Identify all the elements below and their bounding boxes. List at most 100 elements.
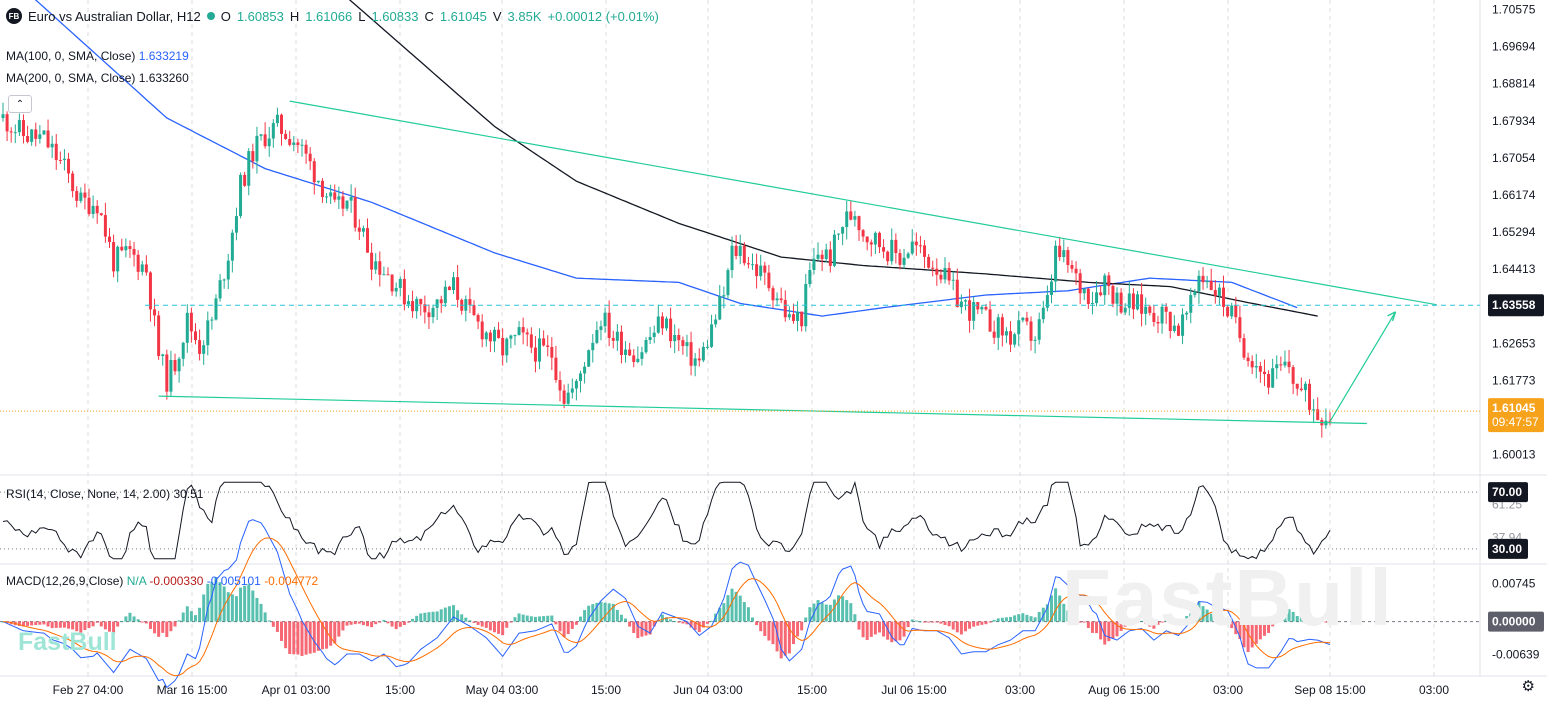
macd-histogram-bar <box>800 621 804 631</box>
candle <box>853 216 857 220</box>
candle <box>210 319 214 321</box>
candle <box>165 354 169 392</box>
time-tick-label: Jul 06 15:00 <box>881 683 947 697</box>
macd-histogram-bar <box>890 621 894 643</box>
candle <box>292 142 296 145</box>
rsi-band-badge <box>1488 482 1528 503</box>
candle <box>177 358 181 372</box>
collapse-legend-button[interactable]: ⌃ <box>8 95 32 113</box>
macd-histogram-bar <box>693 621 697 630</box>
low-value: 1.60833 <box>371 8 419 24</box>
candle <box>730 245 734 271</box>
macd-histogram-bar <box>497 621 501 634</box>
time-tick-label: 03:00 <box>1213 683 1243 697</box>
candle <box>1136 294 1140 310</box>
macd-histogram-bar <box>1090 621 1094 633</box>
candle <box>161 354 165 357</box>
candle <box>316 180 320 183</box>
candle <box>755 264 759 277</box>
macd-histogram-bar <box>202 594 206 622</box>
candle <box>771 288 775 301</box>
candle <box>644 340 648 353</box>
gear-icon[interactable]: ⚙ <box>1521 678 1535 695</box>
candle <box>378 261 382 275</box>
macd-histogram-bar <box>26 621 30 626</box>
ma100-legend[interactable]: MA(100, 0, SMA, Close) 1.633219 <box>6 49 189 63</box>
macd-histogram-bar <box>607 603 611 622</box>
candle <box>226 260 230 280</box>
candle <box>931 267 935 269</box>
macd-histogram-bar <box>468 620 472 622</box>
candle <box>1082 288 1086 294</box>
candle <box>538 338 542 362</box>
macd-histogram-bar <box>775 621 779 652</box>
macd-histogram-bar <box>943 621 947 626</box>
macd-histogram-bar <box>963 621 967 632</box>
candle <box>1250 361 1254 368</box>
macd-histogram-bar <box>1156 621 1160 625</box>
candle <box>636 358 640 362</box>
candle <box>456 277 460 300</box>
candle <box>681 340 685 347</box>
candle <box>255 135 259 162</box>
ma200-legend[interactable]: MA(200, 0, SMA, Close) 1.633260 <box>6 71 189 85</box>
macd-histogram-bar <box>103 621 107 630</box>
high-value: 1.61066 <box>305 8 353 24</box>
macd-histogram-bar <box>705 621 709 624</box>
macd-histogram-bar <box>480 621 484 627</box>
macd-histogram-bar <box>869 621 873 637</box>
candle <box>325 196 329 198</box>
macd-histogram-bar <box>980 621 984 625</box>
rsi-legend[interactable]: RSI(14, Close, None, 14, 2.00) 30.51 <box>6 487 203 501</box>
macd-histogram-bar <box>325 621 329 649</box>
current-price-label: 1.61045 <box>1492 401 1536 415</box>
macd-histogram-bar <box>558 621 562 632</box>
candle <box>1226 306 1230 317</box>
macd-histogram-bar <box>316 621 320 651</box>
candle <box>1213 290 1217 296</box>
macd-histogram-bar <box>1287 609 1291 622</box>
candle <box>112 242 116 272</box>
candle <box>603 312 607 327</box>
candle <box>1033 339 1037 341</box>
macd-histogram-bar <box>873 621 877 635</box>
candle <box>787 314 791 318</box>
candle <box>517 327 521 336</box>
candle <box>1119 292 1123 313</box>
macd-histogram-bar <box>1054 588 1058 622</box>
candle <box>1242 338 1246 358</box>
macd-histogram-bar <box>1176 621 1180 624</box>
macd-histogram-bar <box>345 621 349 626</box>
candle <box>1246 357 1250 362</box>
time-tick-label: 03:00 <box>1005 683 1035 697</box>
symbol-title[interactable]: Euro vs Australian Dollar, H12 <box>28 8 201 24</box>
macd-histogram-bar <box>1222 620 1226 622</box>
macd-histogram-bar <box>206 583 210 622</box>
candle <box>939 274 943 280</box>
candle <box>1160 306 1164 324</box>
candle <box>107 236 111 243</box>
candle <box>79 192 83 201</box>
macd-histogram-bar <box>267 620 271 622</box>
macd-histogram-bar <box>533 616 537 622</box>
macd-histogram-bar <box>124 616 128 622</box>
candle <box>685 342 689 347</box>
macd-histogram-bar <box>292 621 296 655</box>
macd-histogram-bar <box>845 600 849 622</box>
macd-histogram-bar <box>431 611 435 622</box>
macd-histogram-bar <box>1058 595 1062 622</box>
macd-histogram-bar <box>1226 621 1230 623</box>
price-tick-label: 1.68814 <box>1492 77 1536 91</box>
candle <box>783 300 787 318</box>
macd-histogram-bar <box>1078 621 1082 623</box>
macd-histogram-bar <box>648 621 652 635</box>
macd-histogram-bar <box>30 621 34 626</box>
candle <box>1181 314 1185 336</box>
macd-histogram-bar <box>791 621 795 644</box>
candle <box>808 269 812 285</box>
macd-histogram-bar <box>718 607 722 622</box>
macd-legend[interactable]: MACD(12,26,9,Close) N/A -0.000330 -0.005… <box>6 574 318 588</box>
macd-histogram-bar <box>1291 611 1295 622</box>
macd-histogram-bar <box>1250 621 1254 648</box>
